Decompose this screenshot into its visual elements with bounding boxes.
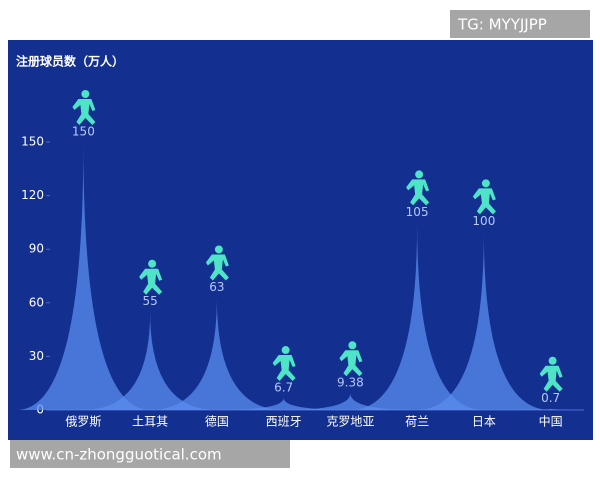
x-tick-label: 荷兰	[405, 415, 429, 429]
icon-body	[339, 350, 363, 377]
icon-body	[205, 254, 229, 281]
icon-head	[148, 259, 157, 268]
spike-bar	[350, 222, 484, 410]
x-tick-label: 中国	[539, 414, 563, 429]
icon-body	[272, 355, 296, 382]
x-tick-label: 土耳其	[132, 415, 168, 429]
watermark-box	[450, 10, 590, 38]
icon-body	[539, 365, 563, 392]
icon-body	[72, 99, 96, 125]
icon-head	[81, 90, 90, 98]
player-icon	[472, 179, 496, 215]
watermark-box	[10, 440, 290, 468]
icon-head	[481, 179, 490, 188]
y-tick-label: 150	[21, 135, 44, 149]
value-label: 6.7	[274, 381, 293, 395]
value-label: 9.38	[337, 376, 364, 390]
spike-bar	[216, 398, 351, 410]
y-axis-title: 注册球员数（万人）	[16, 54, 124, 69]
watermark: TG: MYYJJPP	[457, 16, 547, 34]
x-tick-label: 西班牙	[266, 415, 302, 429]
player-icon	[539, 356, 563, 392]
y-tick-label: 30	[29, 349, 44, 363]
y-tick-label: 120	[21, 188, 44, 202]
value-label: 150	[72, 125, 95, 139]
x-tick-label: 克罗地亚	[326, 415, 374, 429]
spike-bar	[417, 231, 551, 410]
player-icon	[72, 90, 96, 125]
icon-head	[415, 170, 424, 179]
value-label: 55	[142, 294, 157, 308]
x-tick-label: 日本	[472, 415, 496, 429]
spike-bar	[83, 311, 217, 410]
spike-bar	[16, 142, 151, 410]
player-icon	[339, 341, 363, 377]
spike-bar	[150, 297, 284, 410]
watermark: www.cn-zhongguotical.com	[16, 446, 222, 464]
value-label: 105	[406, 205, 429, 219]
x-tick-label: 俄罗斯	[65, 415, 101, 429]
y-tick-label: 90	[29, 242, 44, 256]
player-icon	[205, 245, 229, 281]
icon-head	[348, 341, 357, 350]
player-icon	[406, 170, 430, 206]
value-label: 63	[209, 280, 224, 294]
player-icon	[139, 259, 163, 295]
value-label: 0.7	[541, 391, 560, 405]
player-icon	[272, 346, 296, 382]
icon-head	[281, 346, 290, 355]
icon-head	[214, 245, 223, 254]
y-tick-label: 60	[29, 295, 44, 309]
spike-bar	[283, 393, 418, 410]
x-tick-label: 德国	[205, 414, 229, 429]
icon-body	[406, 179, 430, 206]
icon-body	[472, 188, 496, 215]
icon-head	[548, 356, 557, 365]
value-label: 100	[472, 214, 495, 228]
spike-bar	[483, 408, 600, 410]
icon-body	[139, 268, 163, 295]
